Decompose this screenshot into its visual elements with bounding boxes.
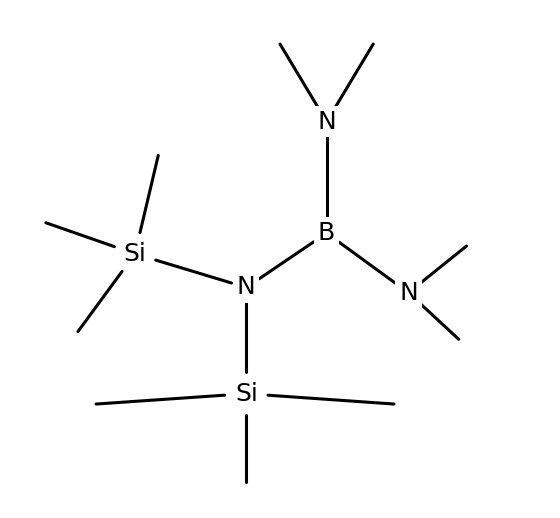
Text: Si: Si <box>124 242 146 266</box>
Text: N: N <box>399 281 418 305</box>
Text: N: N <box>237 276 256 299</box>
Text: N: N <box>318 110 336 134</box>
Text: Si: Si <box>235 382 258 406</box>
Text: B: B <box>318 221 335 245</box>
